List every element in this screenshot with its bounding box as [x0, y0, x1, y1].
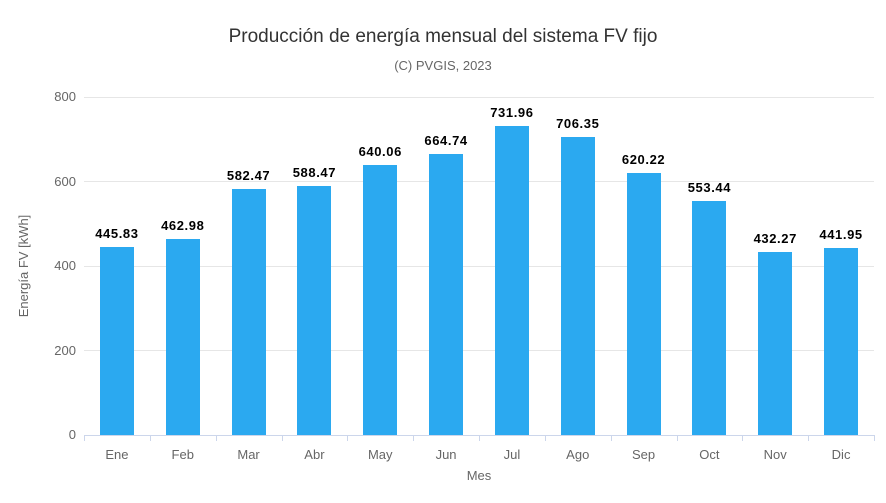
bar-may[interactable]: [363, 164, 398, 435]
bar-ago[interactable]: [560, 136, 595, 435]
bar-nov[interactable]: [758, 252, 793, 435]
x-axis-tick: [742, 435, 744, 441]
y-tick-label: 200: [54, 342, 76, 358]
x-axis-tick: [479, 435, 480, 441]
x-axis-tick: [347, 435, 349, 441]
y-gridline: [84, 96, 874, 98]
x-axis-tick: [544, 435, 546, 441]
chart-title: Producción de energía mensual del sistem…: [228, 26, 658, 47]
bar-value-label: 664.74: [424, 133, 468, 149]
bar-value-label: 731.96: [490, 104, 534, 120]
chart-subtitle: (C) PVGIS, 2023: [394, 58, 492, 73]
x-tick-label: Jun: [435, 447, 457, 462]
x-axis-tick: [149, 435, 151, 441]
x-tick-label: Abr: [304, 447, 325, 462]
x-tick-label: Oct: [699, 447, 720, 462]
x-axis-tick: [676, 435, 678, 441]
y-gridline: [84, 181, 874, 182]
bar-value-label: 620.22: [621, 151, 666, 167]
x-tick-label: Nov: [763, 447, 787, 462]
y-tick-label: 400: [54, 258, 76, 273]
x-tick-label: Mar: [237, 447, 260, 462]
bar-value-label: 462.98: [161, 218, 205, 234]
bar-value-label: 441.95: [819, 227, 863, 243]
x-axis-title: Mes: [466, 468, 492, 483]
y-tick-label: 0: [68, 427, 76, 442]
y-gridline: [84, 265, 874, 267]
x-axis-tick: [610, 435, 612, 441]
bar-jul[interactable]: [494, 125, 529, 435]
x-axis-tick: [874, 435, 875, 441]
bar-value-label: 445.83: [95, 225, 139, 241]
x-axis-tick: [413, 435, 415, 441]
bar-ene[interactable]: [99, 246, 134, 435]
bar-mar[interactable]: [231, 188, 266, 435]
bar-jun[interactable]: [429, 154, 464, 435]
bar-oct[interactable]: [692, 201, 727, 435]
bar-feb[interactable]: [165, 239, 200, 435]
bar-value-label: 588.47: [292, 165, 337, 181]
x-tick-label: Ene: [105, 447, 129, 462]
y-tick-label: 800: [54, 89, 76, 104]
x-tick-label: Jul: [503, 447, 521, 462]
x-axis-tick: [215, 435, 217, 441]
x-axis-tick: [84, 435, 85, 441]
bar-value-label: 432.27: [753, 231, 797, 247]
x-tick-label: Feb: [171, 447, 194, 462]
bar-value-label: 640.06: [358, 143, 402, 159]
x-tick-label: Sep: [632, 447, 656, 462]
x-tick-label: Dic: [831, 447, 851, 462]
bar-value-label: 582.47: [226, 167, 271, 183]
bar-dic[interactable]: [824, 248, 859, 435]
x-axis-tick: [281, 435, 283, 441]
bar-sep[interactable]: [626, 172, 661, 435]
x-tick-label: Ago: [566, 447, 590, 462]
y-gridline: [84, 350, 874, 351]
bar-value-label: 706.35: [556, 115, 600, 131]
bar-abr[interactable]: [297, 186, 332, 435]
x-axis-tick: [808, 435, 810, 441]
x-tick-label: May: [367, 447, 393, 462]
y-tick-label: 600: [54, 173, 76, 189]
bar-value-label: 553.44: [687, 180, 732, 196]
